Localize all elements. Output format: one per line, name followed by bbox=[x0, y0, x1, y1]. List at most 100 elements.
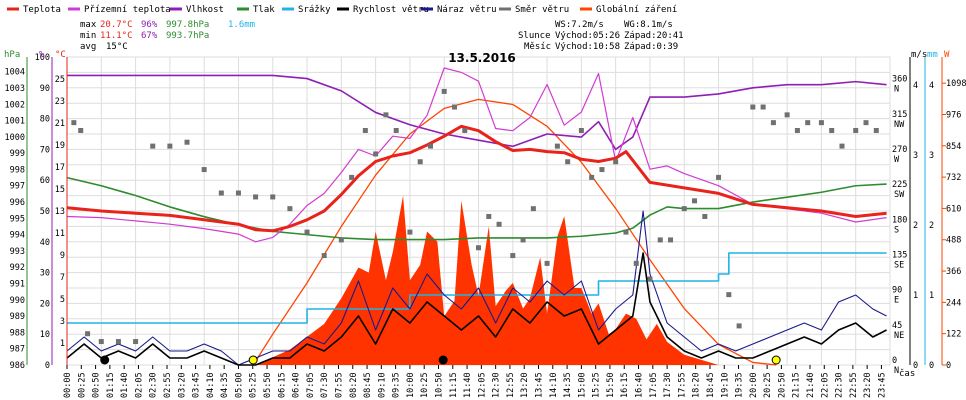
wind-direction-point bbox=[530, 206, 536, 212]
pressure-tick: 996 bbox=[10, 198, 25, 208]
wind-tick: 0 bbox=[913, 361, 918, 371]
wind-direction-point bbox=[270, 194, 276, 200]
wind-direction-point bbox=[863, 120, 869, 126]
wind-direction-point bbox=[805, 120, 811, 126]
time-tick: 08:45 bbox=[363, 372, 373, 398]
wind-direction-point bbox=[544, 260, 550, 266]
humidity-tick: 90 bbox=[40, 84, 50, 94]
direction-tick-name: N bbox=[894, 366, 899, 376]
temp-tick: 1 bbox=[60, 339, 65, 349]
unit-w: W bbox=[944, 50, 950, 60]
time-tick: 13:20 bbox=[520, 372, 530, 398]
humidity-tick: 60 bbox=[40, 176, 50, 186]
radiation-tick: 976 bbox=[946, 110, 961, 120]
direction-tick-deg: 90 bbox=[892, 286, 902, 296]
temp-tick: 9 bbox=[60, 251, 65, 261]
stat-min-label: min bbox=[80, 31, 96, 41]
wind-tick: 4 bbox=[913, 81, 918, 91]
temp-tick: 25 bbox=[55, 75, 65, 85]
direction-tick-name: SE bbox=[894, 260, 904, 270]
legend-label: Přízemní teplota bbox=[84, 5, 171, 15]
stat-sun-set: Západ:20:41 bbox=[624, 31, 684, 41]
chart-title: 13.5.2016 bbox=[448, 51, 516, 65]
pressure-tick: 998 bbox=[10, 165, 25, 175]
wind-direction-point bbox=[760, 104, 766, 110]
pressure-tick: 986 bbox=[10, 361, 25, 371]
time-tick: 14:10 bbox=[549, 372, 559, 398]
radiation-tick: 488 bbox=[946, 236, 961, 246]
direction-tick-deg: 225 bbox=[892, 180, 907, 190]
unit-mm: mm bbox=[927, 50, 938, 60]
wind-direction-point bbox=[578, 127, 584, 133]
direction-tick-name: SW bbox=[894, 190, 905, 200]
stat-rain: 1.6mm bbox=[228, 20, 255, 30]
stat-sun-rise: Východ:05:26 bbox=[555, 31, 620, 41]
time-tick: 06:15 bbox=[277, 372, 287, 398]
wind-direction-point bbox=[476, 245, 481, 251]
wind-direction-point bbox=[362, 127, 368, 133]
pressure-tick: 1001 bbox=[5, 117, 25, 127]
radiation-tick: 122 bbox=[946, 330, 961, 340]
wind-direction-point bbox=[853, 127, 859, 133]
pressure-tick: 1000 bbox=[5, 133, 25, 143]
legend-label: Rychlost větru bbox=[353, 5, 429, 15]
legend-label: Tlak bbox=[253, 5, 275, 15]
time-tick: 06:40 bbox=[292, 372, 302, 398]
direction-tick-deg: 315 bbox=[892, 110, 907, 120]
pressure-tick: 991 bbox=[10, 280, 25, 290]
direction-tick-deg: 0 bbox=[892, 356, 897, 366]
legend: Teplota Přízemní teplota Vlhkost Tlak Srážky… bbox=[7, 5, 677, 15]
wind-direction-point bbox=[613, 159, 619, 165]
pressure-tick: 995 bbox=[10, 214, 25, 224]
wind-direction-point bbox=[873, 127, 879, 133]
wind-direction-point bbox=[383, 112, 389, 118]
wind-direction-point bbox=[150, 143, 156, 149]
wind-direction-point bbox=[427, 143, 433, 149]
wind-direction-point bbox=[750, 104, 756, 110]
temp-tick: 11 bbox=[55, 229, 65, 239]
wind-direction-point bbox=[520, 237, 526, 243]
time-tick: 20:50 bbox=[777, 372, 787, 398]
temp-tick: 15 bbox=[55, 185, 65, 195]
wind-direction-point bbox=[702, 213, 708, 219]
rain-tick: 0 bbox=[929, 361, 934, 371]
humidity-tick: 20 bbox=[40, 299, 50, 309]
time-tick: 23:45 bbox=[877, 372, 887, 398]
stat-ws: WS:7.2m/s bbox=[555, 20, 604, 30]
wind-direction-point bbox=[784, 112, 790, 118]
wind-direction-point bbox=[565, 159, 571, 165]
wind-direction-point bbox=[794, 127, 800, 133]
direction-tick-deg: 360 bbox=[892, 75, 907, 85]
legend-label: Vlhkost bbox=[186, 5, 224, 15]
stat-wg: WG:8.1m/s bbox=[624, 20, 673, 30]
stat-max-temp: 20.7°C bbox=[100, 20, 133, 30]
radiation-tick: 0 bbox=[946, 361, 951, 371]
stat-moon-set: Západ:0:39 bbox=[624, 42, 678, 52]
rain-tick: 1 bbox=[929, 291, 934, 301]
wind-direction-point bbox=[167, 143, 173, 149]
series-rain bbox=[67, 252, 887, 324]
time-tick: 19:35 bbox=[735, 372, 745, 398]
marker-sun-rise bbox=[248, 355, 258, 365]
direction-tick-name: S bbox=[894, 225, 899, 235]
stat-min-temp: 11.1°C bbox=[100, 31, 133, 41]
stat-avg-temp: 15°C bbox=[106, 42, 128, 52]
radiation-tick: 610 bbox=[946, 204, 961, 214]
wind-direction-point bbox=[554, 143, 560, 149]
wind-direction-point bbox=[441, 88, 447, 94]
direction-tick-deg: 180 bbox=[892, 215, 907, 225]
time-tick: 07:30 bbox=[320, 372, 330, 398]
series-temp bbox=[66, 124, 887, 233]
time-tick: 15:00 bbox=[577, 372, 587, 398]
direction-tick-name: NE bbox=[894, 331, 904, 341]
stat-max-label: max bbox=[80, 20, 97, 30]
unit-hpa: hPa bbox=[4, 50, 20, 60]
marker-moon-rise bbox=[438, 355, 448, 365]
wind-direction-point bbox=[253, 194, 259, 200]
pressure-tick: 1004 bbox=[5, 68, 25, 78]
time-tick: 18:20 bbox=[692, 372, 702, 398]
legend-label: Náraz větru bbox=[437, 5, 497, 15]
time-tick: 15:50 bbox=[606, 372, 616, 398]
wind-direction-point bbox=[599, 167, 605, 173]
